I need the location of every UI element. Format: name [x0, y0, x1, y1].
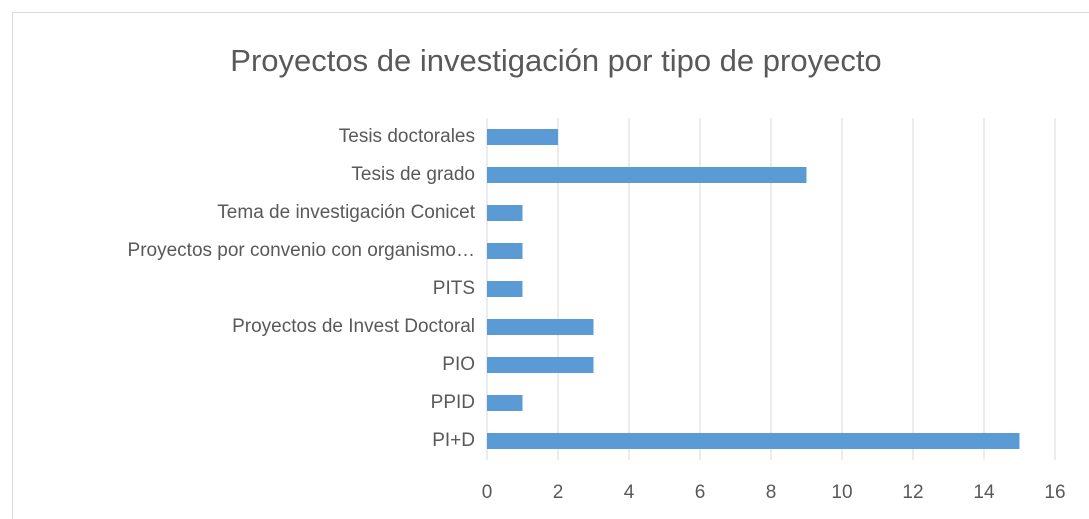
y-tick-label: Proyectos por convenio con organismo… — [128, 240, 475, 261]
y-tick-label: PPID — [431, 392, 475, 413]
y-tick-label: Proyectos de Invest Doctoral — [232, 316, 475, 337]
y-tick-label: PI+D — [432, 430, 475, 451]
x-tick-label: 8 — [766, 482, 777, 503]
y-tick-label: PIO — [442, 354, 475, 375]
x-tick-label: 6 — [695, 482, 706, 503]
bar — [487, 433, 1020, 449]
y-tick-label: Tema de investigación Conicet — [217, 202, 475, 223]
x-tick-label: 10 — [831, 482, 852, 503]
x-tick-label: 14 — [973, 482, 995, 503]
x-tick-label: 0 — [482, 482, 493, 503]
bar — [487, 205, 523, 221]
bar — [487, 395, 523, 411]
bar — [487, 243, 523, 259]
x-tick-label: 12 — [902, 482, 923, 503]
y-tick-label: PITS — [433, 278, 475, 299]
y-tick-label: Tesis de grado — [351, 164, 475, 185]
x-tick-label: 2 — [553, 482, 564, 503]
bar — [487, 281, 523, 297]
chart-title: Proyectos de investigación por tipo de p… — [230, 43, 881, 78]
bar — [487, 167, 807, 183]
bar — [487, 357, 594, 373]
x-tick-label: 16 — [1044, 482, 1065, 503]
bar — [487, 319, 594, 335]
x-tick-label: 4 — [624, 482, 635, 503]
bar — [487, 129, 558, 145]
y-tick-label: Tesis doctorales — [339, 126, 475, 147]
